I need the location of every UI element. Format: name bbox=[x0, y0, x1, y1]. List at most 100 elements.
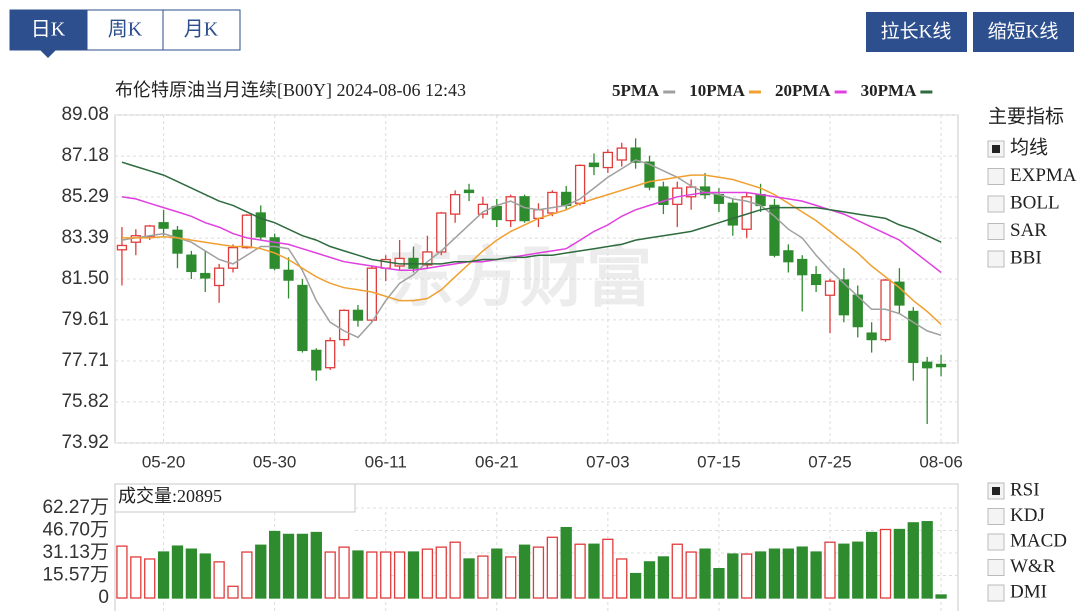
volume-bar bbox=[491, 548, 503, 599]
volume-bar bbox=[893, 528, 906, 599]
candle-body bbox=[588, 162, 600, 168]
volume-bar bbox=[185, 548, 198, 599]
y-tick-label: 79.61 bbox=[61, 309, 109, 330]
button[interactable]: 缩短K线 bbox=[988, 20, 1059, 42]
indicator-label[interactable]: DMI bbox=[1010, 581, 1047, 602]
y-tick-label: 85.29 bbox=[61, 186, 109, 207]
button[interactable]: 拉长K线 bbox=[881, 20, 952, 42]
volume-bar bbox=[324, 551, 336, 599]
volume-bar bbox=[768, 548, 781, 599]
candle-body bbox=[922, 361, 933, 369]
volume-bar bbox=[380, 551, 392, 599]
candle-body bbox=[116, 244, 128, 251]
indicator-label[interactable]: SAR bbox=[1010, 220, 1047, 241]
volume-bar bbox=[338, 546, 350, 599]
candle-body bbox=[866, 332, 877, 341]
volume-bar bbox=[727, 553, 739, 599]
candle-body bbox=[325, 340, 336, 369]
volume-bar bbox=[352, 550, 364, 599]
candle-body bbox=[769, 204, 780, 256]
indicator-label[interactable]: 均线 bbox=[1010, 136, 1048, 158]
checkbox[interactable] bbox=[987, 584, 1005, 602]
tab[interactable]: 日K bbox=[31, 19, 66, 41]
volume-bar bbox=[921, 521, 933, 599]
checkbox[interactable] bbox=[987, 250, 1005, 268]
volume-bar bbox=[255, 544, 267, 599]
ma-line bbox=[121, 174, 942, 325]
candle-body bbox=[297, 284, 308, 352]
volume-bar bbox=[532, 546, 545, 599]
volume-bar bbox=[282, 533, 295, 599]
volume-bar bbox=[838, 543, 850, 599]
volume-bar bbox=[213, 561, 225, 599]
candle-body bbox=[658, 186, 669, 206]
volume-bar bbox=[477, 555, 489, 599]
volume-bar bbox=[366, 551, 378, 599]
indicator-label[interactable]: W&R bbox=[1010, 556, 1056, 577]
indicator-label[interactable]: BBI bbox=[1010, 247, 1042, 268]
y-tick-label: 89.08 bbox=[61, 104, 109, 125]
volume-bar bbox=[796, 546, 808, 599]
checkbox-mark[interactable] bbox=[992, 145, 1000, 153]
indicator-label[interactable]: EXPMA bbox=[1010, 165, 1077, 186]
volume-bar bbox=[685, 551, 697, 599]
checkbox[interactable] bbox=[987, 223, 1005, 240]
volume-bar bbox=[116, 545, 128, 599]
y-tick-label: 46.70万 bbox=[42, 520, 109, 541]
volume-bar bbox=[241, 551, 253, 599]
y-tick-label: 73.92 bbox=[61, 432, 109, 453]
candle-body bbox=[824, 280, 836, 296]
checkbox-mark[interactable] bbox=[992, 487, 1000, 495]
checkbox[interactable] bbox=[987, 508, 1005, 525]
checkbox[interactable] bbox=[987, 168, 1005, 185]
button-bg[interactable] bbox=[973, 12, 1074, 52]
candle-body bbox=[158, 222, 169, 229]
candle-body bbox=[366, 267, 377, 321]
indicator-label[interactable]: MACD bbox=[1010, 530, 1067, 551]
volume-bar bbox=[935, 594, 947, 599]
ma-line bbox=[121, 191, 942, 274]
volume-bar bbox=[616, 558, 628, 599]
ma-line bbox=[121, 161, 942, 265]
candle-body bbox=[810, 274, 822, 286]
checkbox[interactable] bbox=[987, 533, 1005, 551]
volume-bar bbox=[824, 541, 836, 599]
y-tick-label: 31.13万 bbox=[42, 542, 109, 563]
volume-bar bbox=[741, 553, 753, 599]
checkbox[interactable] bbox=[987, 559, 1005, 576]
candle-body bbox=[783, 250, 794, 263]
y-tick-label: 83.39 bbox=[61, 227, 109, 248]
volume-bar bbox=[588, 543, 600, 599]
y-tick-label: 77.71 bbox=[61, 350, 109, 371]
checkbox[interactable] bbox=[987, 195, 1005, 213]
indicator-label[interactable]: KDJ bbox=[1010, 505, 1045, 526]
candle-body bbox=[491, 205, 502, 221]
candle-body bbox=[241, 214, 253, 249]
volume-bar bbox=[560, 526, 572, 599]
volume-bar bbox=[227, 585, 239, 599]
button-bg[interactable] bbox=[866, 12, 967, 52]
volume-bar bbox=[602, 538, 614, 599]
volume-bar bbox=[435, 546, 447, 599]
tab[interactable]: 月K bbox=[184, 19, 219, 41]
y-tick-label: 75.82 bbox=[61, 391, 109, 412]
candle-body bbox=[602, 151, 614, 169]
candle-body bbox=[852, 294, 863, 328]
volume-bar bbox=[310, 531, 322, 599]
legend-label: 30PMA bbox=[861, 81, 917, 100]
x-tick-label: 05-20 bbox=[142, 452, 185, 471]
volume-bar bbox=[865, 531, 878, 599]
candle-body bbox=[436, 212, 447, 253]
volume-bar bbox=[144, 558, 156, 599]
volume-bar bbox=[699, 548, 711, 599]
indicator-label[interactable]: RSI bbox=[1010, 479, 1040, 500]
x-tick-label: 06-21 bbox=[475, 452, 518, 471]
candle-body bbox=[186, 254, 197, 273]
tab[interactable]: 周K bbox=[108, 19, 143, 41]
candle-body bbox=[547, 191, 558, 214]
tab-active-bg bbox=[10, 10, 87, 50]
candle-body bbox=[172, 229, 183, 254]
indicator-label[interactable]: BOLL bbox=[1010, 192, 1060, 213]
candle-body bbox=[255, 212, 266, 238]
